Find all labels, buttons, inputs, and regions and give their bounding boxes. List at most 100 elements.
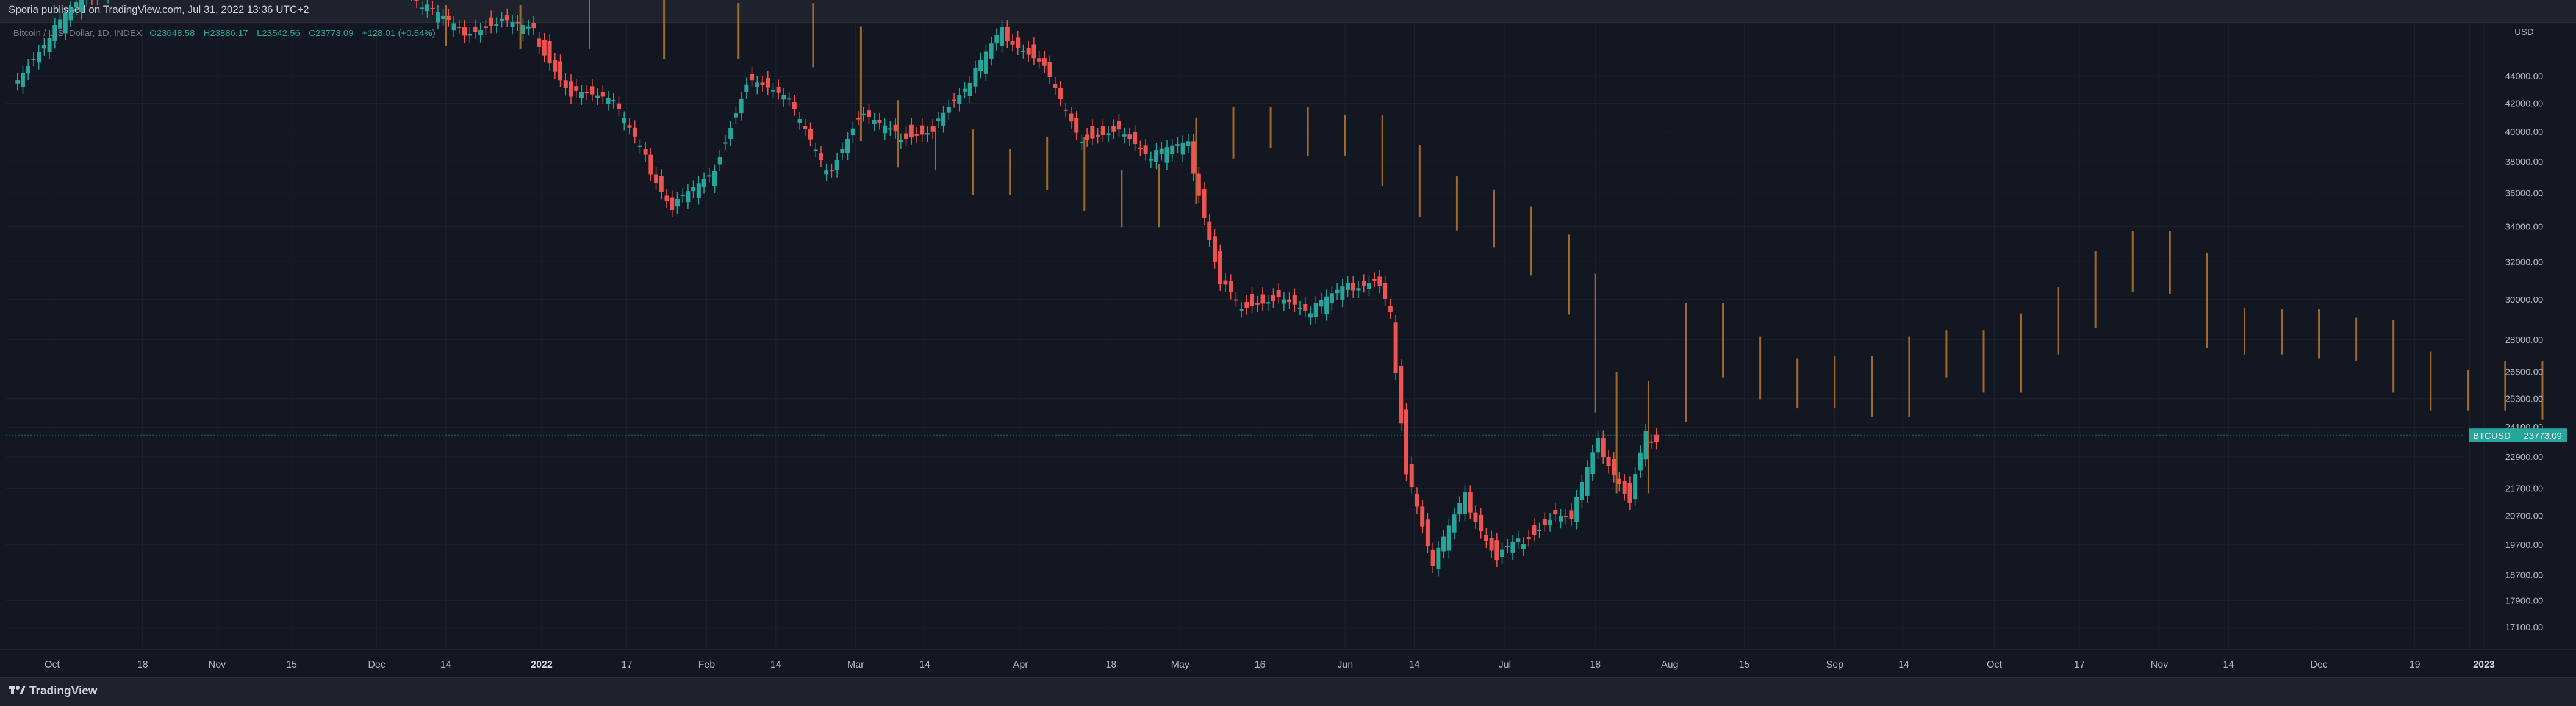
candle-body xyxy=(1154,150,1159,162)
candle-body xyxy=(888,128,892,130)
price-tick-label: 21700.00 xyxy=(2505,483,2544,494)
candle-body xyxy=(776,86,781,93)
price-tick-label: 18700.00 xyxy=(2505,571,2544,581)
candle-body xyxy=(1643,431,1648,460)
candle-body xyxy=(1106,133,1111,135)
candle-body xyxy=(707,175,712,177)
candle-body xyxy=(1484,535,1488,541)
time-axis[interactable]: Oct 18 Nov 15 Dec 14 2022 17 Feb 14 Mar 14 Apr 18 May 1… xyxy=(45,660,2495,670)
candle-body xyxy=(920,125,925,135)
candle-body xyxy=(717,157,722,165)
price-tick-label: 26500.00 xyxy=(2505,367,2544,377)
time-tick-label: Dec xyxy=(2310,660,2327,670)
candle-body xyxy=(1627,483,1632,503)
candle-body xyxy=(1100,126,1105,135)
candle-body xyxy=(1366,283,1371,289)
candle-body xyxy=(600,92,605,97)
time-tick-label: 14 xyxy=(1409,660,1420,670)
candle-body xyxy=(420,7,425,9)
candle-body xyxy=(1005,27,1010,41)
candle-body xyxy=(1297,308,1302,309)
price-tick-label: 42000.00 xyxy=(2505,98,2544,109)
candle-body xyxy=(1122,134,1127,137)
candle-body xyxy=(1526,537,1531,539)
candle-body xyxy=(840,149,845,153)
candle-body xyxy=(1074,118,1079,133)
time-tick-label: Jun xyxy=(1337,660,1353,670)
candle-body xyxy=(994,35,999,44)
candle-body xyxy=(1239,309,1244,311)
candle-body xyxy=(1563,516,1568,517)
time-tick-label: 14 xyxy=(919,660,930,670)
price-tick-label: 32000.00 xyxy=(2505,257,2544,267)
candle-body xyxy=(760,82,765,85)
candle-body xyxy=(914,134,919,136)
candle-body xyxy=(622,118,626,123)
candle-body xyxy=(1053,84,1058,88)
price-axis-unit: USD xyxy=(2514,27,2534,37)
tradingview-logo-icon xyxy=(9,686,26,694)
candle-body xyxy=(633,127,637,137)
candle-body xyxy=(952,99,956,101)
price-axis[interactable]: 44000.00 42000.00 40000.00 38000.00 36000.00… xyxy=(2505,71,2544,633)
candle-body xyxy=(803,126,808,129)
candle-body xyxy=(909,124,914,138)
time-tick-label: May xyxy=(1171,660,1189,670)
candle-body xyxy=(1250,294,1255,307)
candle-body xyxy=(1340,286,1345,300)
time-tick-label: 14 xyxy=(1898,660,1909,670)
time-tick-label: Sep xyxy=(1826,660,1844,670)
candle-body xyxy=(414,0,419,1)
candle-body xyxy=(1026,48,1031,55)
candle-body xyxy=(983,51,988,74)
candle-body xyxy=(616,103,621,109)
candle-body xyxy=(1516,538,1521,542)
grid-lines xyxy=(6,23,2485,647)
price-tick-label: 36000.00 xyxy=(2505,189,2544,199)
candle-body xyxy=(701,179,706,187)
last-price-symbol: BTCUSD xyxy=(2473,431,2511,441)
candle-body xyxy=(787,98,792,100)
candle-body xyxy=(637,145,642,147)
candle-body xyxy=(819,153,823,160)
candle-body xyxy=(1415,494,1419,507)
candle-body xyxy=(1031,44,1036,59)
candle-body xyxy=(1399,366,1404,424)
candle-body xyxy=(1164,147,1169,163)
candle-body xyxy=(1409,464,1414,488)
candle-body xyxy=(1388,306,1393,312)
candle-body xyxy=(537,38,542,47)
time-tick-label: Feb xyxy=(698,660,716,670)
time-tick-label: Oct xyxy=(45,660,60,670)
time-tick-label: 18 xyxy=(137,660,148,670)
candle-body xyxy=(675,199,680,207)
candle-body xyxy=(1255,303,1260,305)
candle-body xyxy=(37,51,41,63)
candle-body xyxy=(1616,478,1621,484)
price-tick-label: 40000.00 xyxy=(2505,127,2544,137)
candle-body xyxy=(1170,145,1175,154)
time-tick-label: Apr xyxy=(1013,660,1029,670)
candle-body xyxy=(930,126,935,132)
candlestick-series xyxy=(15,0,1659,577)
candle-body xyxy=(1574,497,1579,522)
candle-body xyxy=(1596,437,1601,453)
candle-body xyxy=(446,15,451,20)
candle-body xyxy=(1601,437,1606,458)
candle-body xyxy=(686,191,691,203)
tradingview-brand[interactable]: TradingView xyxy=(9,685,98,698)
candle-body xyxy=(883,125,888,134)
candle-body xyxy=(1473,512,1478,522)
candle-body xyxy=(1462,492,1467,514)
candle-body xyxy=(58,19,63,29)
candle-body xyxy=(936,118,941,121)
candle-body xyxy=(1404,409,1409,475)
candle-body xyxy=(1606,457,1611,467)
candle-body xyxy=(850,128,855,136)
candle-body xyxy=(1090,126,1095,139)
candle-body xyxy=(1532,525,1537,535)
brand-label: TradingView xyxy=(29,685,98,697)
candle-body xyxy=(31,59,36,60)
candle-body xyxy=(1159,148,1164,154)
